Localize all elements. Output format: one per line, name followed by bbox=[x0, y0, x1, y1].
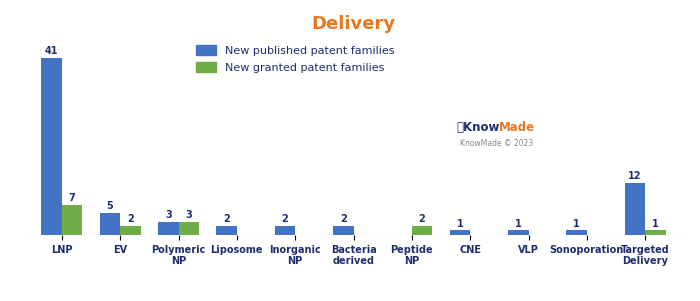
Text: 1: 1 bbox=[456, 219, 463, 229]
Text: 12: 12 bbox=[628, 171, 642, 181]
Bar bbox=[645, 231, 666, 235]
Bar bbox=[508, 231, 528, 235]
Bar bbox=[450, 231, 470, 235]
Text: 1: 1 bbox=[652, 219, 659, 229]
Text: 3: 3 bbox=[165, 210, 172, 220]
Text: 2: 2 bbox=[223, 214, 230, 225]
Bar bbox=[178, 222, 199, 235]
Bar bbox=[275, 226, 295, 235]
Text: 41: 41 bbox=[45, 46, 58, 56]
Title: Delivery: Delivery bbox=[312, 15, 395, 33]
Text: 1: 1 bbox=[515, 219, 522, 229]
Bar bbox=[333, 226, 354, 235]
Text: ⓀKnow: ⓀKnow bbox=[456, 121, 500, 134]
Text: 1: 1 bbox=[573, 219, 580, 229]
Text: 3: 3 bbox=[186, 210, 192, 220]
Text: KnowMade © 2023: KnowMade © 2023 bbox=[460, 139, 533, 148]
Bar bbox=[624, 183, 645, 235]
Text: 2: 2 bbox=[419, 214, 426, 225]
Text: 2: 2 bbox=[340, 214, 346, 225]
Bar bbox=[99, 213, 120, 235]
Text: 2: 2 bbox=[281, 214, 288, 225]
Text: 7: 7 bbox=[69, 193, 76, 203]
Bar bbox=[566, 231, 587, 235]
Text: 5: 5 bbox=[106, 201, 113, 212]
Bar bbox=[158, 222, 178, 235]
Legend: New published patent families, New granted patent families: New published patent families, New grant… bbox=[193, 42, 398, 76]
Bar bbox=[216, 226, 237, 235]
Bar bbox=[41, 58, 62, 235]
Bar bbox=[120, 226, 141, 235]
Text: 2: 2 bbox=[127, 214, 134, 225]
Text: Made: Made bbox=[498, 121, 535, 134]
Bar bbox=[412, 226, 433, 235]
Bar bbox=[62, 205, 83, 235]
